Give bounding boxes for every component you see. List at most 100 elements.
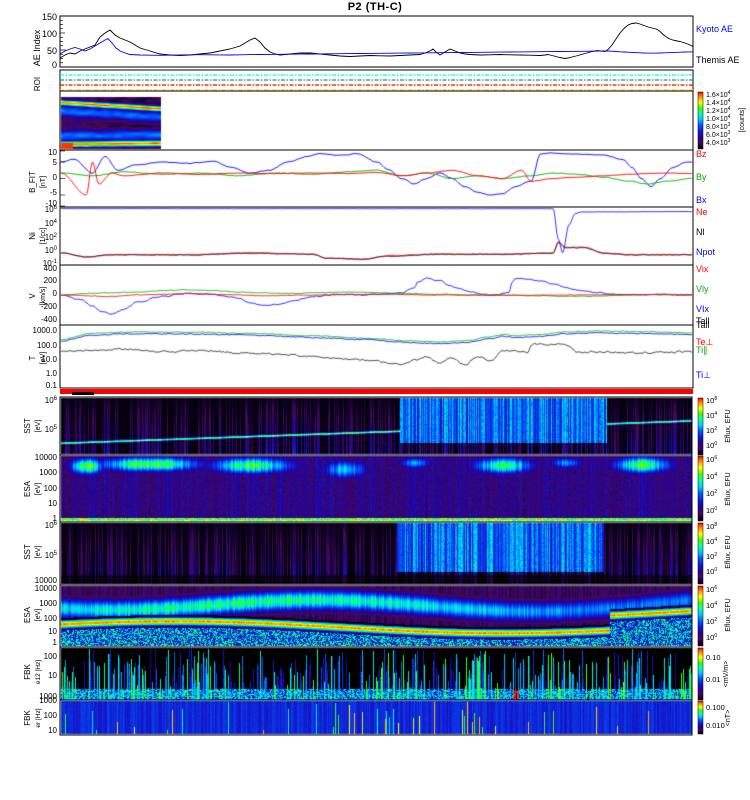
- svg-text:106: 106: [706, 455, 717, 464]
- svg-text:Ti⊥: Ti⊥: [696, 370, 711, 380]
- svg-text:Ne: Ne: [696, 207, 708, 217]
- svg-text:106: 106: [45, 205, 58, 214]
- svg-text:100: 100: [44, 484, 58, 493]
- svg-text:150: 150: [42, 12, 57, 22]
- svg-text:5: 5: [53, 158, 58, 167]
- svg-text:10: 10: [48, 499, 57, 508]
- svg-text:1: 1: [53, 638, 58, 647]
- svg-text:10: 10: [48, 148, 57, 157]
- svg-text:10000: 10000: [35, 453, 58, 462]
- svg-text:Kyoto AE: Kyoto AE: [696, 24, 733, 34]
- svg-text:Ti∥: Ti∥: [696, 345, 708, 355]
- svg-text:108: 108: [706, 396, 717, 405]
- svg-text:FBK: FBK: [23, 664, 32, 680]
- svg-text:[nT]: [nT]: [40, 176, 47, 188]
- svg-text:10000: 10000: [35, 584, 58, 593]
- svg-text:Ni: Ni: [28, 232, 37, 240]
- svg-text:100: 100: [706, 441, 717, 450]
- svg-text:By: By: [696, 172, 707, 182]
- svg-text:105: 105: [45, 425, 58, 434]
- svg-text:102: 102: [706, 617, 717, 626]
- svg-text:T: T: [28, 355, 37, 360]
- svg-text:Tall: Tall: [696, 320, 710, 330]
- svg-text:Bz: Bz: [696, 149, 707, 159]
- svg-text:106: 106: [45, 521, 58, 530]
- svg-text:er [Hz]: er [Hz]: [35, 708, 42, 727]
- svg-text:Eflux, EFU: Eflux, EFU: [725, 409, 732, 442]
- svg-text:[counts]: [counts]: [739, 108, 746, 133]
- svg-text:ROI: ROI: [33, 77, 42, 91]
- svg-text:50: 50: [47, 46, 57, 56]
- svg-text:VIx: VIx: [696, 304, 710, 314]
- svg-text:-400: -400: [41, 315, 58, 324]
- svg-text:200: 200: [44, 276, 58, 285]
- svg-text:0.010: 0.010: [706, 721, 725, 730]
- svg-text:ESA: ESA: [23, 606, 32, 623]
- svg-text:-5: -5: [50, 188, 58, 197]
- svg-text:100: 100: [706, 506, 717, 515]
- svg-text:104: 104: [706, 537, 717, 546]
- svg-text:0.01: 0.01: [706, 675, 721, 684]
- svg-text:102: 102: [706, 552, 717, 561]
- svg-text:Bx: Bx: [696, 195, 707, 205]
- svg-text:0: 0: [53, 289, 58, 298]
- svg-text:V: V: [28, 293, 37, 299]
- svg-text:0: 0: [52, 60, 57, 70]
- svg-text:100: 100: [44, 652, 58, 661]
- svg-text:Vix: Vix: [696, 264, 709, 274]
- svg-text:<nT>: <nT>: [725, 710, 732, 726]
- svg-text:4.0×103: 4.0×103: [706, 138, 731, 147]
- svg-text:100: 100: [44, 614, 58, 623]
- svg-text:Eflux, EFU: Eflux, EFU: [725, 598, 732, 631]
- svg-text:10: 10: [48, 671, 57, 680]
- svg-text:1.0: 1.0: [46, 369, 58, 378]
- svg-text:[1/cc]: [1/cc]: [40, 228, 47, 245]
- svg-text:100: 100: [42, 29, 57, 39]
- svg-text:1000.0: 1000.0: [33, 326, 58, 335]
- svg-text:0.1: 0.1: [46, 381, 58, 390]
- svg-text:106: 106: [45, 396, 58, 405]
- svg-text:e12 [Hz]: e12 [Hz]: [35, 660, 42, 684]
- svg-text:106: 106: [706, 585, 717, 594]
- svg-text:100: 100: [706, 633, 717, 642]
- svg-text:ESA: ESA: [23, 480, 32, 497]
- svg-text:[eV]: [eV]: [35, 546, 42, 559]
- svg-text:0.10: 0.10: [706, 653, 721, 662]
- svg-text:[eV]: [eV]: [40, 352, 47, 365]
- svg-text:1000: 1000: [39, 599, 57, 608]
- svg-text:Eflux, EFU: Eflux, EFU: [725, 472, 732, 505]
- svg-text:400: 400: [44, 264, 58, 273]
- svg-text:10: 10: [48, 726, 57, 735]
- svg-text:[eV]: [eV]: [35, 609, 42, 622]
- svg-text:1000: 1000: [39, 696, 57, 705]
- svg-text:104: 104: [706, 411, 717, 420]
- svg-text:104: 104: [45, 219, 58, 228]
- svg-text:1000: 1000: [39, 468, 57, 477]
- svg-text:FBK: FBK: [23, 710, 32, 726]
- svg-text:[km/s]: [km/s]: [40, 287, 47, 306]
- svg-text:0: 0: [53, 173, 58, 182]
- svg-text:SST: SST: [23, 418, 32, 434]
- svg-text:SST: SST: [23, 544, 32, 560]
- svg-text:108: 108: [706, 522, 717, 531]
- svg-text:Npot: Npot: [696, 247, 716, 257]
- svg-text:102: 102: [706, 426, 717, 435]
- svg-text:104: 104: [706, 472, 717, 481]
- svg-text:102: 102: [706, 489, 717, 498]
- svg-text:Vly: Vly: [696, 284, 709, 294]
- svg-text:[eV]: [eV]: [35, 420, 42, 433]
- svg-text:104: 104: [706, 601, 717, 610]
- svg-text:105: 105: [45, 551, 58, 560]
- svg-text:100.0: 100.0: [37, 341, 58, 350]
- svg-text:Eflux, EFU: Eflux, EFU: [725, 535, 732, 568]
- svg-text:<mV/m>: <mV/m>: [723, 661, 730, 687]
- svg-text:Nl: Nl: [696, 227, 705, 237]
- svg-text:10: 10: [48, 627, 57, 636]
- svg-text:100: 100: [45, 246, 58, 255]
- svg-text:100: 100: [44, 711, 58, 720]
- svg-text:0.100: 0.100: [706, 703, 725, 712]
- svg-text:AE Index: AE Index: [32, 29, 42, 66]
- svg-text:B_FIT: B_FIT: [28, 171, 37, 193]
- svg-text:Themis AE: Themis AE: [696, 55, 740, 65]
- svg-text:100: 100: [706, 567, 717, 576]
